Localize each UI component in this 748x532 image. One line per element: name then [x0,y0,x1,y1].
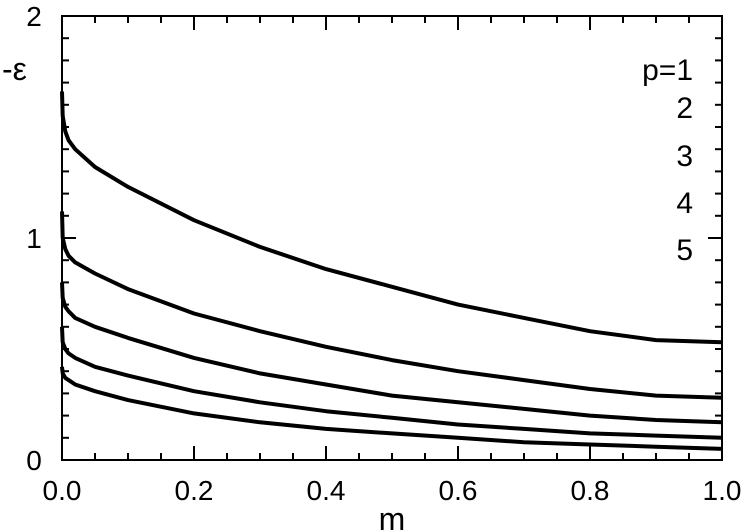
series-line-1 [60,91,723,345]
legend-entry-2: 2 [676,92,693,125]
x-tick-label: 0.0 [43,475,82,506]
legend-entry-4: 4 [676,187,693,220]
y-tick-label: 2 [26,1,42,32]
x-tick-label: 0.8 [571,475,610,506]
x-tick-label: 0.6 [439,475,478,506]
series-line-4 [60,326,723,440]
series-line-3 [60,282,723,425]
y-tick-label: 1 [26,223,42,254]
y-tick-label: 0 [26,445,42,476]
legend: p=1 2 3 4 5 [642,54,693,267]
axis-tick-labels: 0.0 0.2 0.4 0.6 0.8 1.0 0 1 2 [26,1,741,506]
x-axis-label: m [379,501,406,532]
x-tick-label: 0.2 [175,475,214,506]
axis-ticks [61,15,723,461]
legend-entry-3: 3 [676,140,693,173]
legend-entry-1: p=1 [642,54,693,87]
x-tick-label: 1.0 [703,475,742,506]
series-lines [60,91,723,451]
series-line-5 [60,366,723,451]
series-line-2 [60,211,723,400]
legend-entry-5: 5 [676,234,693,267]
x-tick-label: 0.4 [307,475,346,506]
y-axis-label: -ε [2,51,27,87]
